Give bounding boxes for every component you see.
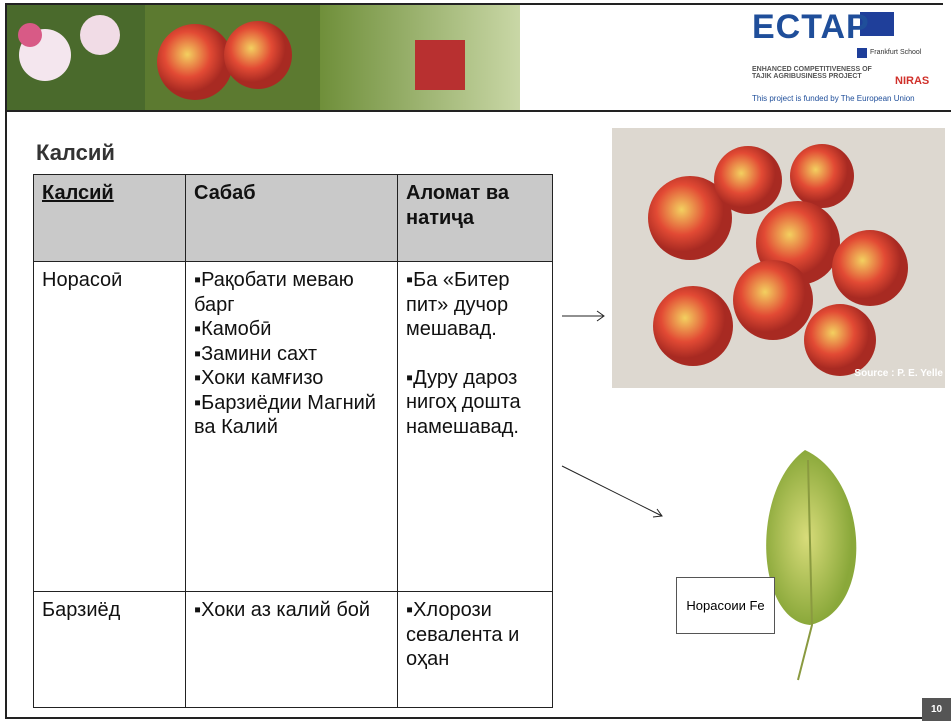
bullet-item: Барзиёдии Магний ва Калий [194,391,389,440]
logo: ECTAP [752,8,870,46]
bullet-item: Хоки камғизо [194,366,389,391]
slide-frame [5,3,943,719]
funding-note: This project is funded by The European U… [752,94,915,103]
bullet-list: Ба «Битер пит» дучор мешавад. Дуру дароз … [406,268,544,439]
column-header: Калсий [33,174,186,262]
column-header: Сабаб [185,174,398,262]
bullet-item: Ба «Битер пит» дучор мешавад. [406,268,544,342]
table-cell: Барзиёд [33,591,186,708]
bullet-list: Рақобати меваю баргКамобӣЗамини сахтХоки… [194,268,389,440]
bullet-item: Хоки аз калий бой [194,598,389,623]
page-number: 10 [922,698,951,721]
project-name: ENHANCED COMPETITIVENESS OF TAJIK AGRIBU… [752,66,872,80]
table-cell: Ба «Битер пит» дучор мешавад. Дуру дароз … [397,261,553,592]
table-cell: Хлорози севалента и оҳан [397,591,553,708]
table-cell: Норасоӣ [33,261,186,592]
partner-logo: NIRAS [895,75,930,87]
table-cell: Рақобати меваю баргКамобӣЗамини сахтХоки… [185,261,398,592]
bullet-item: Дуру дароз нигоҳ дошта намешавад. [406,366,544,440]
bullet-item: Хлорози севалента и оҳан [406,598,544,672]
table-row: НорасоӣРақобати меваю баргКамобӣЗамини с… [33,261,553,592]
table-row: Барзиёд Хоки аз калий бой Хлорози севалент… [33,591,553,708]
table-header: Калсий Сабаб Аломат ва натиҷа [33,174,553,262]
table-cell: Хоки аз калий бой [185,591,398,708]
image-caption: Source : P. E. Yelle [854,368,943,379]
header-rule [5,110,951,112]
bullet-item: Рақобати меваю барг [194,268,389,317]
column-header: Аломат ва натиҷа [397,174,553,262]
partner-logo: Frankfurt School [870,49,922,56]
bullet-item: Замини сахт [194,342,389,367]
bullet-item: Камобӣ [194,317,389,342]
image-label: Норасоии Fe [676,577,775,634]
bullet-list: Хоки аз калий бой [194,598,389,623]
slide-title: Калсий [36,140,115,165]
bullet-list: Хлорози севалента и оҳан [406,598,544,672]
